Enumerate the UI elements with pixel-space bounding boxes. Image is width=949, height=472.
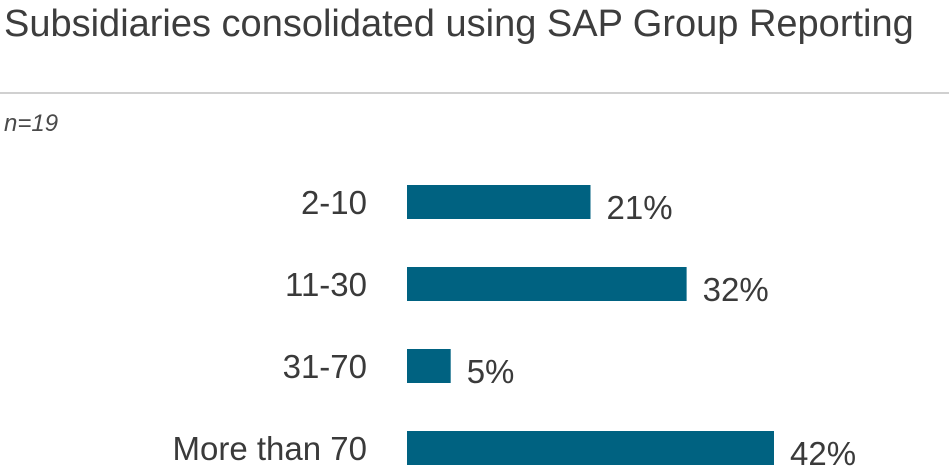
category-label-2: 11-30 (285, 266, 367, 303)
bars-layer: 2-10 21% 11-30 32% 31-70 5% More than 70 42% (173, 184, 857, 472)
value-label-1: 21% (607, 189, 673, 226)
value-label-3: 5% (467, 353, 515, 390)
category-label-1: 2-10 (301, 184, 367, 221)
bar-2 (407, 267, 687, 301)
value-label-2: 32% (703, 271, 769, 308)
bar-3 (407, 349, 451, 383)
sample-size-note: n=19 (4, 110, 59, 137)
bar-4 (407, 431, 774, 465)
category-label-4: More than 70 (173, 430, 367, 467)
title-divider (0, 92, 949, 94)
value-label-4: 42% (790, 435, 856, 472)
bar-1 (407, 185, 591, 219)
category-label-3: 31-70 (283, 348, 367, 385)
chart-title: Subsidiaries consolidated using SAP Grou… (4, 3, 914, 45)
